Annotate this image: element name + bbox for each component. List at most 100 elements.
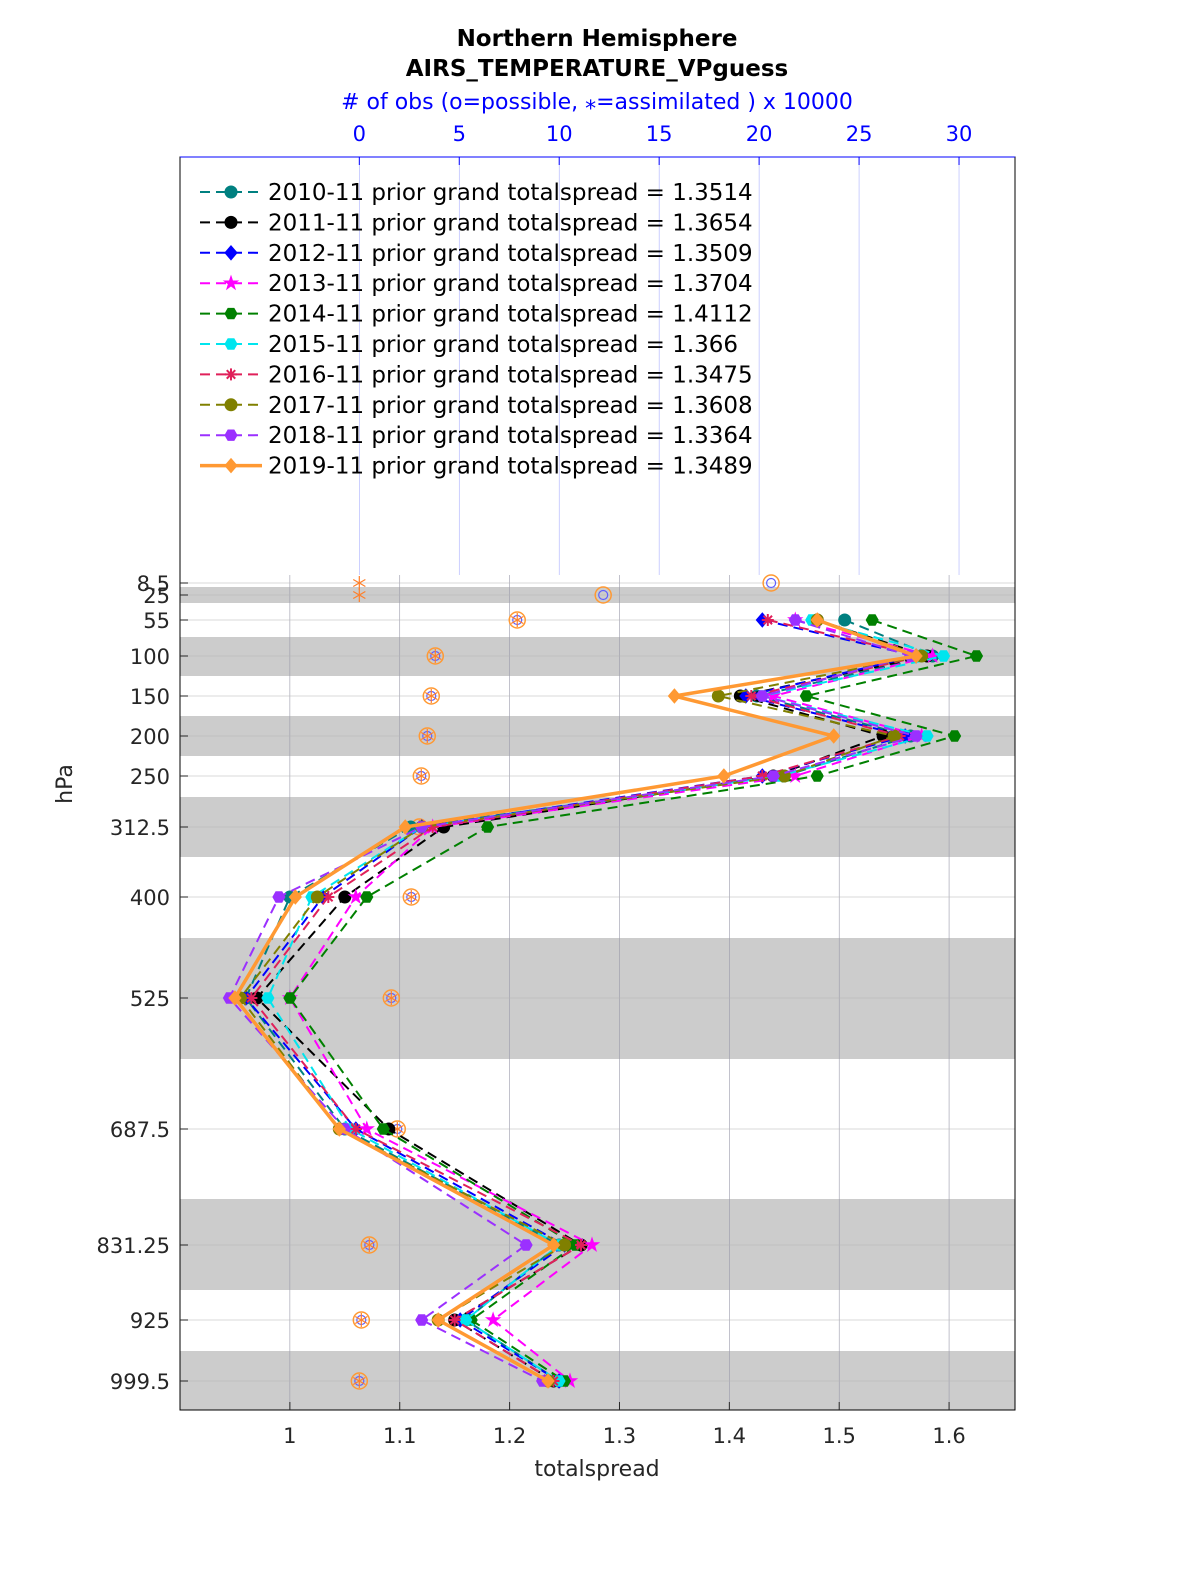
- data-point: [358, 1120, 375, 1137]
- chart-title-line-2: AIRS_TEMPERATURE_VPguess: [406, 56, 788, 82]
- series-line: [250, 619, 923, 1382]
- obs-possible-marker: [762, 574, 780, 592]
- data-point: [810, 770, 824, 782]
- obs-possible-inner: [598, 589, 609, 601]
- obs-assimilated-marker: [424, 689, 438, 703]
- obs-assimilated-marker: [414, 769, 428, 783]
- legend-entry: 2014-11 prior grand totalspread = 1.4112: [200, 302, 753, 328]
- data-point: [558, 1238, 572, 1252]
- data-point: [827, 728, 841, 744]
- data-point: [245, 992, 258, 1004]
- y-axis-label: hPa: [53, 764, 78, 804]
- obs-assimilated-marker: [352, 1374, 366, 1388]
- legend-marker: [224, 338, 238, 350]
- legend-entry: 2016-11 prior grand totalspread = 1.3475: [200, 362, 753, 388]
- asterisk-stroke: [576, 1240, 586, 1250]
- data-point: [459, 1314, 473, 1326]
- obs-possible-marker: [508, 611, 526, 629]
- obs-assimilated-marker: [510, 613, 524, 627]
- y-tick-label: 999.5: [110, 1370, 170, 1394]
- obs-assimilated-marker: [352, 576, 366, 590]
- legend-marker: [224, 398, 238, 412]
- y-tick-label: 150: [130, 685, 170, 709]
- data-point: [349, 1123, 362, 1135]
- series-line: [239, 619, 923, 1382]
- legend-entry: 2013-11 prior grand totalspread = 1.3704: [200, 271, 753, 297]
- y-tick-label: 687.5: [110, 1118, 170, 1142]
- series-line: [288, 619, 934, 1382]
- top-tick-label: 5: [453, 122, 466, 146]
- series-line: [288, 619, 978, 1382]
- legend-marker: [222, 274, 240, 291]
- bottom-axis: 1 1.1 1.2 1.3 1.4 1.5 1.6: [283, 1402, 966, 1448]
- x-tick-label: 1.2: [493, 1424, 526, 1448]
- legend-label: 2013-11 prior grand totalspread = 1.3704: [268, 271, 753, 297]
- data-point: [448, 1314, 461, 1326]
- legend-label: 2012-11 prior grand totalspread = 1.3509: [268, 241, 753, 267]
- obs-possible-marker: [382, 989, 401, 1007]
- data-point: [541, 1373, 555, 1389]
- legend-entry: 2019-11 prior grand totalspread = 1.3489: [200, 454, 753, 480]
- legend-entry: 2017-11 prior grand totalspread = 1.3608: [200, 393, 753, 419]
- data-point: [810, 612, 824, 628]
- data-point: [937, 650, 951, 662]
- data-point: [583, 1236, 601, 1252]
- obs-assimilated-marker: [354, 1313, 368, 1327]
- asterisk-stroke: [449, 1315, 460, 1325]
- obs-possible-marker: [352, 1311, 371, 1329]
- asterisk-stroke: [404, 892, 418, 902]
- legend-entry: 2018-11 prior grand totalspread = 1.3364: [200, 423, 753, 449]
- data-point: [788, 614, 802, 626]
- data-point: [481, 821, 495, 833]
- legend-marker: [224, 457, 238, 474]
- data-point: [398, 819, 412, 835]
- y-tick-label: 8.5: [137, 572, 170, 596]
- data-point: [969, 650, 984, 662]
- asterisk-stroke: [323, 892, 334, 902]
- y-tick-label: 55: [143, 609, 170, 633]
- data-point: [431, 1312, 445, 1328]
- y-tick-label: 400: [130, 886, 170, 910]
- series-group: [222, 611, 984, 1389]
- asterisk-stroke: [362, 1240, 376, 1250]
- top-axis: 0 5 10 15 20 25 30: [180, 122, 1015, 165]
- series-line: [244, 619, 918, 1382]
- obs-possible-marker: [412, 767, 431, 785]
- asterisk-stroke: [424, 691, 438, 701]
- x-tick-label: 1.5: [823, 1424, 856, 1448]
- data-point: [288, 889, 303, 905]
- level-band: [180, 1351, 1015, 1410]
- legend-label: 2017-11 prior grand totalspread = 1.3608: [268, 393, 753, 419]
- legend: 2010-11 prior grand totalspread = 1.3514…: [200, 180, 753, 480]
- data-point: [546, 1237, 561, 1253]
- obs-possible-marker: [402, 888, 421, 906]
- data-point: [948, 730, 962, 742]
- series-line: [233, 618, 918, 1383]
- chart-title-line-1: Northern Hemisphere: [457, 26, 738, 52]
- x-tick-label: 1.6: [932, 1424, 965, 1448]
- data-point: [761, 614, 774, 626]
- level-band: [180, 938, 1015, 1059]
- asterisk-stroke: [352, 578, 366, 588]
- asterisk-stroke: [226, 369, 236, 380]
- level-band: [180, 1199, 1015, 1290]
- data-point: [799, 690, 813, 702]
- obs-assimilated-marker: [362, 1238, 376, 1252]
- top-tick-label: 30: [946, 122, 973, 146]
- top-tick-label: 20: [746, 122, 773, 146]
- data-point: [484, 1311, 502, 1328]
- data-point: [347, 888, 364, 904]
- top-tick-label: 0: [353, 122, 366, 146]
- asterisk-stroke: [352, 1376, 366, 1386]
- data-point: [338, 890, 352, 904]
- obs-possible-marker: [422, 687, 441, 705]
- top-tick-label: 15: [646, 122, 673, 146]
- obs-assimilated-marker: [384, 991, 398, 1005]
- x-axis-label: totalspread: [534, 1457, 659, 1482]
- legend-marker: [224, 215, 238, 229]
- data-point: [920, 730, 934, 742]
- data-point: [838, 613, 852, 627]
- asterisk-stroke: [350, 1124, 361, 1134]
